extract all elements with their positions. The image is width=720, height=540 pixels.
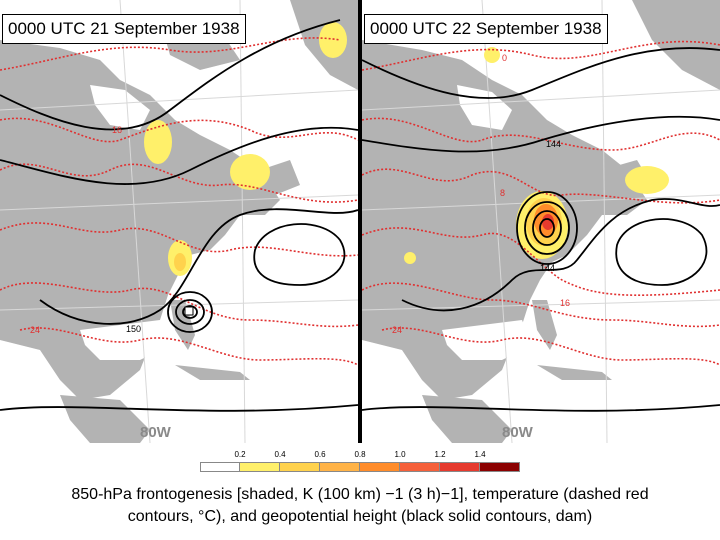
temp-label-right-2: 16 <box>560 298 570 308</box>
caption-line-1: 850-hPa frontogenesis [shaded, K (100 km… <box>71 486 649 503</box>
height-label-left-0: 150 <box>126 324 141 334</box>
temp-label-left-0: 16 <box>112 125 122 135</box>
colorbar-swatch-6 <box>440 462 480 472</box>
temp-label-right-0: 0 <box>502 53 507 63</box>
colorbar-swatch-3 <box>320 462 360 472</box>
temp-label-right-3: 24 <box>392 325 402 335</box>
colorbar-swatch-5 <box>400 462 440 472</box>
figure-caption: 850-hPa frontogenesis [shaded, K (100 km… <box>0 484 720 528</box>
height-contours-left <box>0 19 358 412</box>
colorbar-tick-labels: 0.2 0.4 0.6 0.8 1.0 1.2 1.4 <box>200 450 520 462</box>
height-label-right-0: 144 <box>546 139 561 149</box>
colorbar-tick-3: 0.8 <box>354 450 366 459</box>
land-left <box>0 0 358 443</box>
storm-center-marker <box>184 306 194 316</box>
colorbar-swatch-0 <box>200 462 240 472</box>
map-panel-left: 150 16 24 0000 UTC 21 September 1938 80W <box>0 0 358 443</box>
caption-line-2: contours, °C), and geopotential height (… <box>127 508 593 525</box>
height-contours-right <box>362 47 720 412</box>
colorbar-tick-1: 0.4 <box>274 450 286 459</box>
colorbar-swatch-4 <box>360 462 400 472</box>
colorbar-tick-0: 0.2 <box>234 450 246 459</box>
panel-title-left: 0000 UTC 21 September 1938 <box>2 14 246 44</box>
colorbar-swatch-7 <box>480 462 520 472</box>
panel-divider <box>358 0 362 443</box>
colorbar-tick-5: 1.2 <box>434 450 446 459</box>
colorbar-tick-6: 1.4 <box>474 450 486 459</box>
colorbar-tick-2: 0.6 <box>314 450 326 459</box>
map-right-svg: 144 144 0 8 16 24 <box>362 0 720 443</box>
colorbar <box>200 462 520 472</box>
temp-label-left-1: 24 <box>30 325 40 335</box>
temperature-contours-left <box>0 37 358 366</box>
frontogenesis-left <box>144 22 347 276</box>
colorbar-swatch-1 <box>240 462 280 472</box>
colorbar-swatch-2 <box>280 462 320 472</box>
map-left-svg: 150 16 24 <box>0 0 358 443</box>
panel-title-right: 0000 UTC 22 September 1938 <box>364 14 608 44</box>
longitude-label-right: 80W <box>502 424 533 441</box>
temp-label-right-1: 8 <box>500 188 505 198</box>
map-panel-right: 144 144 0 8 16 24 0000 UTC 22 September … <box>362 0 720 443</box>
longitude-label-left: 80W <box>140 424 171 441</box>
height-label-right-1: 144 <box>540 263 555 273</box>
colorbar-tick-4: 1.0 <box>394 450 406 459</box>
